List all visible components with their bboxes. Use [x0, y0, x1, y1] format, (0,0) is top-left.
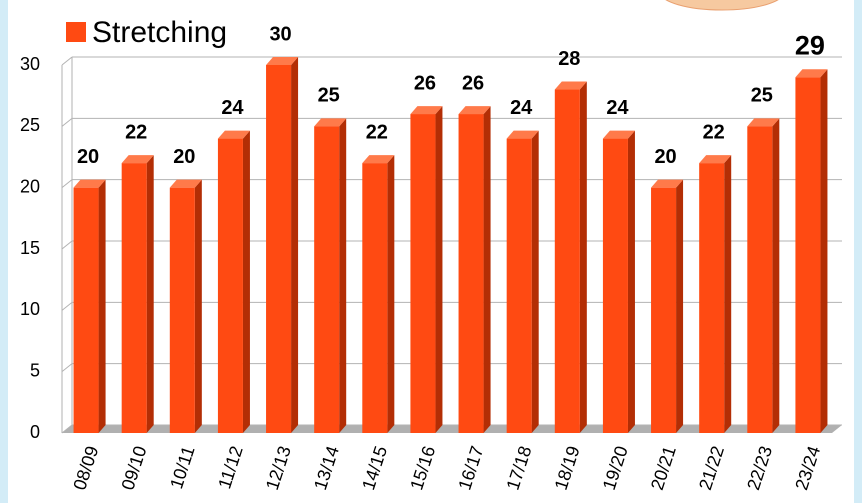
- grid-line-side: [61, 301, 73, 311]
- bar: [121, 163, 147, 433]
- y-tick-label: 20: [20, 176, 40, 196]
- bar-side: [435, 106, 443, 434]
- bar-top: [169, 179, 202, 188]
- bar-side: [146, 155, 154, 433]
- bar-side: [820, 69, 828, 434]
- bar: [747, 126, 773, 433]
- bar-top: [651, 179, 684, 188]
- grid-line-side: [61, 179, 73, 189]
- bar-side: [194, 179, 202, 433]
- bar-top: [458, 106, 491, 115]
- y-tick-label: 5: [30, 360, 40, 380]
- value-label: 25: [751, 85, 773, 107]
- y-tick-label: 10: [20, 299, 40, 319]
- floor: [62, 425, 842, 433]
- y-tick-label: 30: [20, 54, 40, 74]
- bar: [266, 65, 292, 433]
- bar: [699, 163, 725, 433]
- bar-top: [554, 81, 587, 90]
- bar-side: [387, 155, 395, 433]
- bar: [314, 126, 340, 433]
- bar-top: [410, 106, 443, 115]
- bar: [458, 114, 484, 434]
- grid-line-side: [61, 240, 73, 250]
- bar: [410, 114, 436, 434]
- bar: [217, 138, 243, 433]
- bar-side: [531, 130, 539, 433]
- bar-side: [676, 179, 684, 433]
- grid-line-side: [61, 56, 73, 66]
- value-label: 24: [510, 97, 533, 119]
- value-label: 25: [318, 85, 340, 107]
- bar: [73, 187, 99, 433]
- bar: [169, 187, 195, 433]
- value-label: 22: [703, 121, 725, 143]
- bar-top: [699, 155, 732, 164]
- bar-side: [579, 81, 587, 434]
- bar-side: [627, 130, 635, 433]
- value-label: 26: [414, 72, 436, 94]
- value-label: 20: [77, 146, 99, 168]
- value-label: 30: [269, 23, 291, 45]
- grid-line-side: [61, 363, 73, 373]
- bar-side: [291, 57, 299, 433]
- bar: [506, 138, 532, 433]
- y-tick-label: 25: [20, 115, 40, 135]
- bar-top: [266, 57, 299, 65]
- bar: [554, 89, 580, 434]
- value-label: 20: [173, 146, 195, 168]
- bar-side: [483, 106, 491, 434]
- bar-top: [747, 118, 780, 127]
- bar-side: [724, 155, 732, 433]
- bar: [362, 163, 388, 433]
- grid-line-side: [61, 117, 73, 127]
- bar-side: [98, 179, 106, 433]
- value-label: 22: [125, 121, 147, 143]
- bar: [602, 138, 628, 433]
- bar: [651, 187, 677, 433]
- bar-top: [602, 130, 635, 139]
- value-label: 24: [606, 97, 629, 119]
- grid-line-side: [61, 424, 73, 434]
- bar-top: [121, 155, 154, 164]
- bar-top: [73, 179, 106, 188]
- value-label: 22: [366, 121, 388, 143]
- bar-top: [506, 130, 539, 139]
- bar: [795, 77, 821, 434]
- bar-side: [339, 118, 347, 433]
- value-label: 26: [462, 72, 484, 94]
- value-label: 20: [654, 146, 676, 168]
- value-label: 29: [795, 30, 825, 60]
- bar-side: [772, 118, 780, 433]
- y-tick-label: 0: [30, 422, 40, 442]
- legend-swatch: [66, 22, 86, 42]
- bar-top: [217, 130, 250, 139]
- bar-top: [314, 118, 347, 127]
- bar-top: [362, 155, 395, 164]
- value-label: 28: [558, 48, 580, 70]
- legend-label: Stretching: [92, 16, 227, 49]
- value-label: 24: [221, 97, 244, 119]
- bar-top: [795, 69, 828, 78]
- bar-side: [242, 130, 250, 433]
- decoration: [665, 0, 779, 11]
- y-tick-label: 15: [20, 238, 40, 258]
